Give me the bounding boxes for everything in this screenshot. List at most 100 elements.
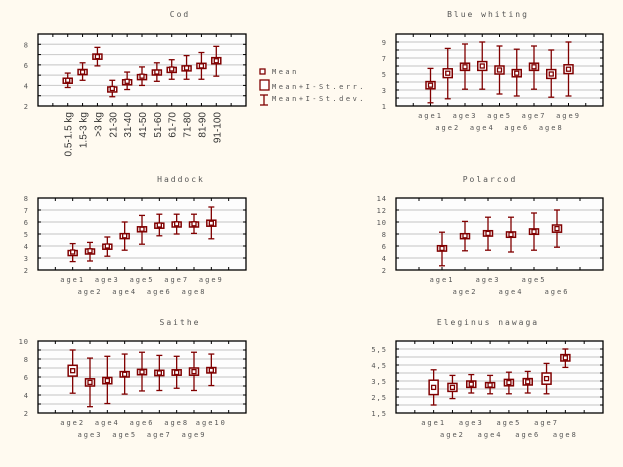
x-category-label: age7 [534, 419, 559, 427]
mean-marker [70, 249, 76, 255]
x-category-label: age2 [78, 288, 103, 296]
mean-marker [104, 243, 110, 249]
mean-marker [191, 221, 197, 227]
x-category-label: age5 [112, 431, 137, 439]
y-tick-label: 3 [382, 87, 387, 95]
mean-marker [154, 69, 160, 75]
mean-marker [174, 221, 180, 227]
x-category-label: age8 [182, 288, 207, 296]
mean-marker [156, 222, 162, 228]
x-category-label: age7 [522, 112, 547, 120]
mean-marker [430, 384, 437, 391]
mean-marker [139, 73, 145, 79]
y-tick-label: 2,5 [371, 394, 387, 402]
mean-marker [479, 63, 485, 69]
x-category-label: age8 [539, 124, 564, 132]
x-category-label: age6 [130, 419, 155, 427]
mean-marker [79, 69, 86, 75]
plot-frame [37, 340, 247, 414]
x-category-label: age5 [522, 276, 547, 284]
plot-area [396, 341, 603, 413]
mean-marker [462, 64, 468, 70]
mean-marker [531, 228, 537, 235]
x-category-label: age3 [476, 276, 501, 284]
panel-title: Polarcod [463, 175, 518, 184]
mean-marker [487, 382, 493, 388]
y-tick-label: 2 [24, 103, 29, 111]
plot-frame [395, 33, 604, 107]
y-tick-label: 1 [382, 103, 387, 111]
x-category-label: 71-80 [183, 112, 194, 138]
y-tick-label: 4 [382, 255, 387, 263]
y-tick-label: 3 [24, 255, 29, 263]
panel-saithe: Saithe 2 4 6 8 10 age2 age3 age4 age5 age6 age7 age8… [19, 318, 247, 439]
panel-title: Saithe [160, 318, 201, 327]
mean-marker [124, 78, 130, 84]
mean-marker [213, 58, 219, 64]
y-tick-label: 8 [24, 41, 29, 49]
mean-marker [87, 248, 93, 254]
x-category-label: age3 [78, 431, 103, 439]
x-category-label: age5 [487, 112, 512, 120]
y-tick-label: 4 [24, 392, 29, 400]
legend-se-icon [259, 79, 270, 91]
x-category-label: age1 [430, 276, 455, 284]
panel-blue-whiting: Blue whiting 1 3 5 7 9 age1 age2 age3 age4 age5 age… [382, 10, 604, 132]
x-category-label: age2 [435, 124, 460, 132]
x-category-label: age4 [478, 431, 503, 439]
x-category-label: age8 [553, 431, 578, 439]
x-category-label: 51-60 [153, 112, 164, 138]
mean-marker [169, 66, 175, 72]
y-tick-label: 4 [24, 82, 29, 90]
y-tick-label: 6 [24, 219, 29, 227]
mean-marker [468, 381, 474, 387]
x-category-label: age6 [515, 431, 540, 439]
mean-marker [70, 368, 76, 374]
mean-marker [554, 225, 560, 232]
mean-marker [427, 82, 434, 88]
legend: Mean Mean+I-St.err. Mean+I-St.dev. [259, 68, 366, 106]
mean-marker [198, 63, 205, 69]
x-category-label: 21-30 [108, 112, 119, 138]
x-category-label: age10 [196, 419, 227, 427]
mean-marker [496, 67, 503, 73]
x-category-label: age3 [95, 276, 120, 284]
x-category-label: age7 [164, 276, 189, 284]
y-tick-label: 8 [24, 356, 29, 364]
x-category-label: age5 [496, 419, 521, 427]
x-category-label: >3 kg [93, 112, 104, 137]
y-tick-label: 6 [24, 374, 29, 382]
x-category-label: age7 [147, 431, 172, 439]
y-tick-label: 9 [382, 39, 387, 47]
x-category-label: age1 [418, 112, 443, 120]
panel-polarcod: Polarcod 2 4 6 8 10 12 14 age1 age2 age3 age4 age5 ag… [377, 175, 604, 296]
mean-marker [208, 220, 214, 226]
y-tick-label: 5 [382, 71, 387, 79]
mean-marker [122, 371, 128, 377]
y-tick-label: 6 [24, 62, 29, 70]
x-category-label: age3 [453, 112, 478, 120]
mean-marker [449, 384, 456, 391]
mean-marker [139, 369, 145, 375]
mean-marker [485, 230, 491, 237]
panel-title: Cod [170, 10, 190, 19]
y-tick-label: 8 [382, 231, 387, 239]
mean-marker [156, 370, 162, 376]
mean-marker [445, 70, 451, 76]
y-tick-label: 7 [382, 55, 387, 63]
panel-haddock: Haddock 2 3 4 5 6 7 8 age1 age2 age3 age4 age5 age6 ag… [24, 175, 247, 296]
mean-marker [191, 368, 197, 375]
mean-marker [543, 375, 550, 382]
mean-marker [174, 369, 180, 376]
legend-label: Mean+I-St.dev. [272, 95, 366, 103]
plot-frame [395, 197, 604, 271]
mean-marker [109, 85, 115, 92]
plot-frame [395, 340, 604, 414]
y-tick-label: 2 [24, 267, 29, 275]
panel-title: Haddock [157, 175, 205, 184]
x-category-label: 81-90 [197, 112, 208, 138]
y-tick-label: 2 [24, 410, 29, 418]
mean-marker [439, 245, 445, 252]
x-category-label: 41-50 [138, 112, 149, 138]
